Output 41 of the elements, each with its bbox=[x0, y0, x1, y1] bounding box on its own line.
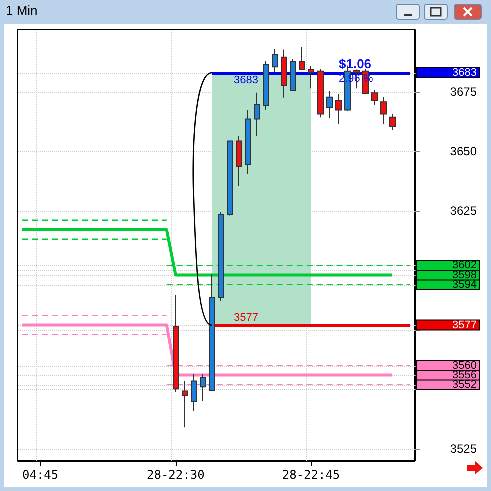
candlestick bbox=[272, 49, 278, 73]
candlestick bbox=[173, 295, 179, 392]
y-tick-label: 3675 bbox=[450, 84, 478, 99]
ref-line-label: 3683 bbox=[234, 74, 258, 86]
x-tick-label: 28-22:45 bbox=[282, 468, 340, 482]
y-tick-label: 3556 bbox=[452, 369, 477, 382]
candlestick bbox=[227, 140, 233, 216]
y-tick-label: 3525 bbox=[450, 442, 478, 456]
y-tick-label: 3594 bbox=[452, 278, 477, 291]
x-tick-label: 28-22:30 bbox=[147, 468, 205, 482]
candlestick bbox=[200, 374, 206, 402]
candlestick bbox=[281, 49, 287, 98]
candlestick bbox=[209, 274, 215, 392]
candlestick bbox=[263, 60, 269, 111]
candlestick bbox=[254, 92, 260, 137]
y-tick-label: 3577 bbox=[452, 319, 477, 332]
candlestick bbox=[317, 68, 324, 118]
candlestick bbox=[218, 212, 224, 302]
ref-line-label: 3577 bbox=[234, 312, 258, 324]
annotation: $1.06 bbox=[339, 56, 372, 72]
y-tick-label: 3625 bbox=[450, 204, 478, 218]
candlestick bbox=[191, 374, 197, 412]
candlestick bbox=[335, 94, 342, 126]
candlestick bbox=[182, 380, 188, 428]
y-tick-label: 3598 bbox=[452, 269, 477, 282]
candlestick bbox=[380, 96, 387, 126]
candlestick bbox=[308, 66, 314, 90]
candlestick bbox=[245, 110, 251, 175]
x-tick-label: 04:45 bbox=[22, 468, 59, 482]
candlestick bbox=[299, 46, 305, 71]
y-tick-label: 3552 bbox=[452, 378, 477, 391]
candlestick bbox=[236, 135, 242, 187]
y-tick-label: 3650 bbox=[450, 144, 478, 158]
candlestick bbox=[371, 90, 378, 106]
candlestick bbox=[290, 59, 296, 91]
chart-title: 1 Min bbox=[6, 3, 38, 18]
candlestick bbox=[389, 114, 396, 131]
y-tick-label: 3602 bbox=[452, 260, 477, 272]
y-tick-label: 3560 bbox=[452, 360, 477, 372]
candlestick bbox=[326, 90, 333, 119]
y-tick-label: 3683 bbox=[452, 66, 477, 79]
